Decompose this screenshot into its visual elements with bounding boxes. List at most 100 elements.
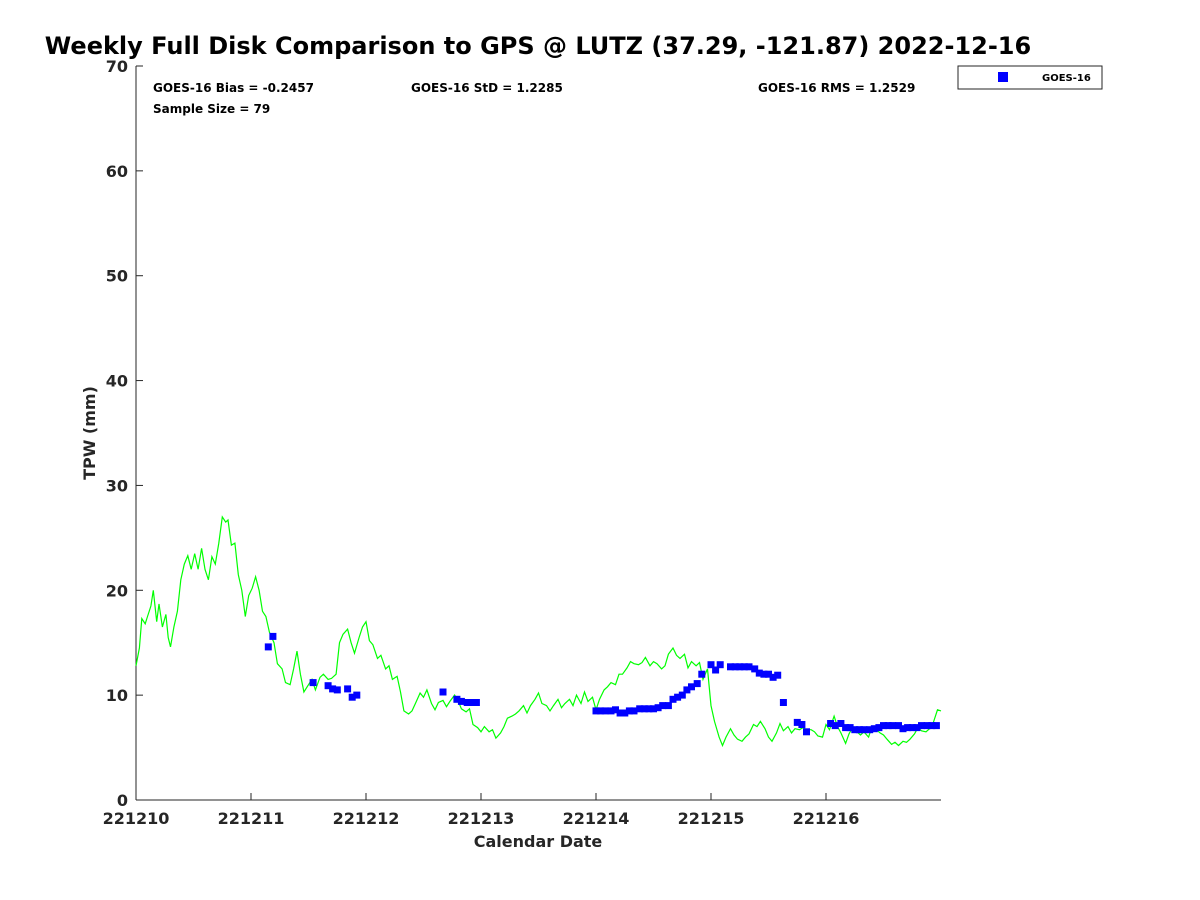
y-axis-label: TPW (mm) bbox=[80, 386, 99, 480]
y-tick-label: 20 bbox=[106, 581, 128, 600]
goes16-point bbox=[645, 705, 653, 713]
x-tick-label: 221210 bbox=[103, 809, 170, 828]
legend: GOES-16 bbox=[957, 65, 1103, 90]
goes16-point bbox=[913, 724, 921, 732]
x-axis-label: Calendar Date bbox=[474, 832, 603, 851]
stat-bias: GOES-16 Bias = -0.2457 bbox=[153, 81, 314, 95]
goes16-point bbox=[693, 680, 701, 688]
y-tick-label: 60 bbox=[106, 162, 128, 181]
goes16-point bbox=[309, 679, 317, 687]
goes16-point bbox=[751, 665, 759, 673]
goes16-point bbox=[908, 724, 916, 732]
legend-label-goes16: GOES-16 bbox=[1042, 73, 1091, 84]
goes16-point bbox=[774, 671, 782, 679]
goes16-point bbox=[669, 695, 677, 703]
goes16-point bbox=[889, 722, 897, 730]
goes16-point bbox=[842, 724, 850, 732]
goes16-point bbox=[348, 693, 356, 701]
y-tick-label: 10 bbox=[106, 686, 128, 705]
goes16-point bbox=[674, 693, 682, 701]
goes16-point bbox=[855, 726, 863, 734]
goes16-point bbox=[630, 707, 638, 715]
goes16-point bbox=[601, 707, 609, 715]
goes16-point bbox=[884, 722, 892, 730]
y-tick-label: 0 bbox=[117, 791, 128, 810]
goes16-point bbox=[707, 661, 715, 669]
goes16-point bbox=[664, 702, 672, 710]
goes16-point bbox=[918, 722, 925, 730]
x-tick-label: 221211 bbox=[218, 809, 285, 828]
goes16-point bbox=[353, 691, 361, 699]
goes16-point bbox=[597, 707, 605, 715]
goes16-point bbox=[740, 663, 748, 671]
goes16-point bbox=[765, 670, 772, 678]
goes16-point bbox=[798, 721, 806, 728]
goes16-point bbox=[678, 691, 686, 699]
goes16-point bbox=[621, 709, 629, 717]
plot-area bbox=[136, 66, 941, 800]
goes16-point bbox=[760, 670, 768, 678]
y-tick-label: 30 bbox=[106, 476, 128, 495]
goes16-point bbox=[468, 699, 476, 706]
goes16-point bbox=[654, 704, 662, 712]
goes16-point bbox=[928, 722, 936, 730]
goes16-point bbox=[870, 725, 878, 733]
goes16-point bbox=[439, 688, 447, 696]
goes16-point bbox=[612, 706, 619, 714]
goes16-point bbox=[683, 686, 691, 694]
goes16-point bbox=[827, 720, 835, 727]
goes16-point bbox=[716, 661, 724, 669]
goes16-point bbox=[837, 720, 845, 727]
goes16-point bbox=[344, 685, 352, 693]
goes16-point bbox=[698, 670, 706, 678]
goes16-point bbox=[831, 722, 839, 730]
goes16-point bbox=[659, 702, 667, 710]
goes16-point bbox=[731, 663, 739, 671]
goes16-point bbox=[712, 666, 720, 674]
legend-marker-goes16 bbox=[998, 72, 1008, 82]
goes16-point bbox=[625, 707, 633, 715]
goes16-point bbox=[860, 726, 868, 734]
goes16-point bbox=[457, 697, 465, 705]
goes16-point bbox=[269, 632, 277, 640]
goes16-point bbox=[793, 718, 801, 726]
goes16-point bbox=[688, 683, 695, 691]
chart-title: Weekly Full Disk Comparison to GPS @ LUT… bbox=[45, 32, 1031, 60]
goes16-point bbox=[463, 699, 471, 706]
goes16-point bbox=[453, 695, 461, 703]
y-tick-label: 40 bbox=[106, 372, 128, 391]
goes16-point bbox=[472, 699, 480, 706]
goes16-point bbox=[755, 669, 763, 677]
x-ticks: 221210 221211 221212 221213 221214 221215 2212… bbox=[103, 793, 859, 828]
goes16-point bbox=[932, 722, 940, 730]
goes16-point bbox=[803, 728, 810, 736]
goes16-point bbox=[264, 643, 272, 651]
goes16-point bbox=[324, 682, 332, 690]
goes16-point bbox=[895, 722, 902, 730]
legend-box bbox=[957, 65, 1103, 90]
goes16-point bbox=[923, 722, 931, 730]
goes16-point bbox=[880, 722, 887, 730]
goes16-point bbox=[875, 724, 883, 732]
x-tick-label: 221214 bbox=[563, 809, 630, 828]
goes16-point bbox=[904, 724, 912, 732]
x-tick-label: 221215 bbox=[678, 809, 745, 828]
goes16-point bbox=[866, 726, 874, 734]
goes16-point bbox=[851, 726, 859, 734]
y-tick-label: 50 bbox=[106, 267, 128, 286]
goes16-point bbox=[727, 663, 734, 671]
series-layer bbox=[135, 515, 942, 748]
x-tick-label: 221212 bbox=[333, 809, 400, 828]
goes16-point bbox=[616, 709, 624, 717]
goes16-point bbox=[779, 699, 787, 706]
goes16-point bbox=[736, 663, 744, 671]
y-tick-label: 70 bbox=[106, 57, 128, 76]
stat-rms: GOES-16 RMS = 1.2529 bbox=[758, 81, 915, 95]
goes16-point bbox=[333, 686, 341, 694]
goes16-point bbox=[899, 725, 907, 733]
stat-sample-size: Sample Size = 79 bbox=[153, 102, 270, 116]
goes16-point bbox=[636, 705, 644, 713]
goes16-point bbox=[592, 707, 600, 715]
goes16-point bbox=[650, 705, 657, 713]
